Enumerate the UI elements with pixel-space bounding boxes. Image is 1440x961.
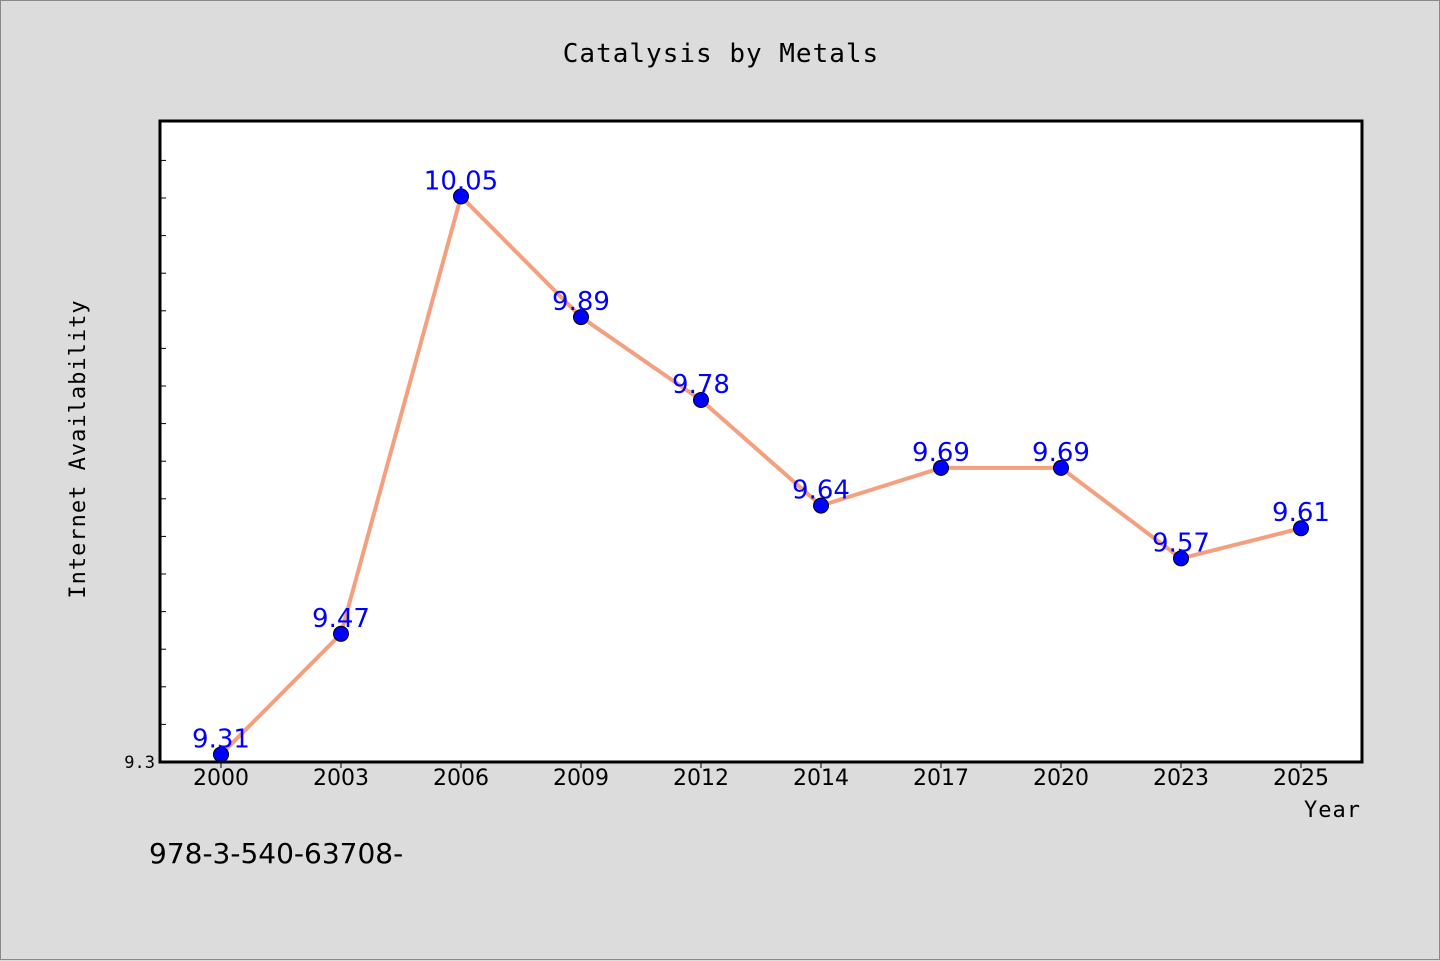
data-label: 10.05 [424,166,498,196]
data-point [933,459,949,476]
data-label: 9.61 [1272,498,1330,528]
x-tick-label: 2020 [1033,766,1089,791]
footnote: 978-3-540-63708- [149,837,403,870]
x-tick-label: 2006 [433,766,489,791]
x-tick-label: 2025 [1273,766,1329,791]
x-tick-label: 2017 [913,766,969,791]
plot-border [158,119,1364,764]
data-label: 9.64 [792,476,850,506]
y-tick-label: 9.3 [124,753,155,773]
data-label: 9.69 [1032,438,1090,468]
x-tick-label: 2023 [1153,766,1209,791]
data-point [1293,520,1309,537]
series-line [219,194,1302,756]
data-point [453,188,469,205]
x-tick-label: 2009 [553,766,609,791]
data-point [693,392,709,409]
x-tick-label: 2012 [673,766,729,791]
data-label: 9.69 [912,438,970,468]
data-label: 9.57 [1152,528,1210,558]
x-tick-label: 2014 [793,766,849,791]
data-label: 9.31 [192,724,250,754]
data-label: 9.78 [672,370,730,400]
data-point [1053,459,1069,476]
data-point [333,625,349,642]
chart-title: Catalysis by Metals [563,39,879,69]
y-axis-label: Internet Availability [66,299,91,598]
data-point [813,497,829,514]
data-label: 9.89 [552,287,610,317]
data-label: 9.47 [312,604,370,634]
x-axis-ticks: 2000 2003 2006 2009 2012 2014 2017 2020 2023 2025 [193,762,1329,791]
x-tick-label: 2000 [193,766,249,791]
x-axis-label: Year [1304,798,1361,823]
plot-area [160,121,1362,762]
data-point [1173,550,1189,567]
x-tick-label: 2003 [313,766,369,791]
series-markers [213,188,1309,763]
data-point [573,309,589,326]
data-labels: 9.31 9.47 10.05 9.89 9.78 9.64 9.69 9.69 9.57 9.6… [192,166,1330,754]
